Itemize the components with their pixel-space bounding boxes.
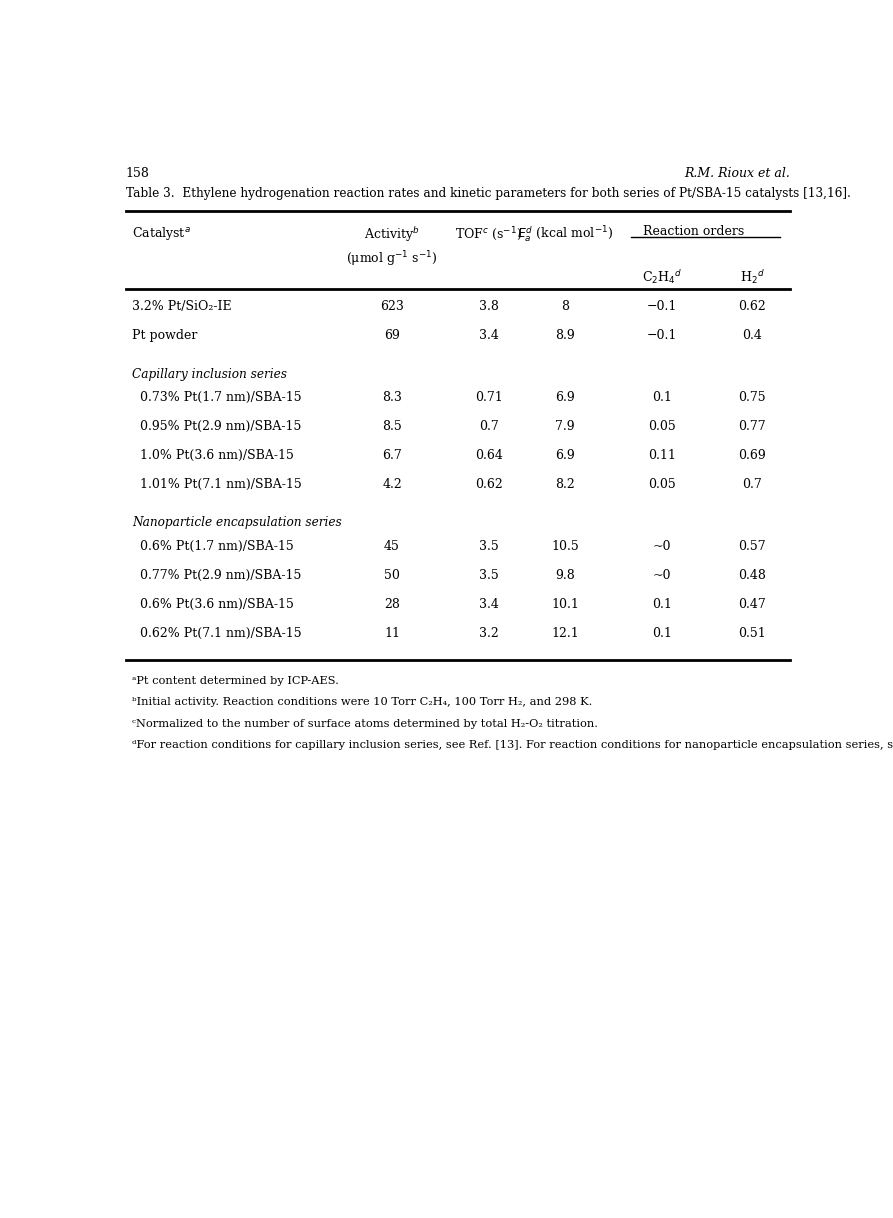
- Text: 0.6% Pt(1.7 nm)/SBA-15: 0.6% Pt(1.7 nm)/SBA-15: [132, 540, 294, 553]
- Text: TOF$^{c}$ (s$^{-1}$): TOF$^{c}$ (s$^{-1}$): [455, 225, 522, 242]
- Text: 6.9: 6.9: [555, 449, 575, 462]
- Text: 0.69: 0.69: [738, 449, 765, 462]
- Text: 8: 8: [561, 300, 569, 313]
- Text: 0.4: 0.4: [742, 329, 762, 342]
- Text: Reaction orders: Reaction orders: [642, 225, 744, 238]
- Text: 1.0% Pt(3.6 nm)/SBA-15: 1.0% Pt(3.6 nm)/SBA-15: [132, 449, 294, 462]
- Text: H$_2$$^{d}$: H$_2$$^{d}$: [739, 268, 764, 286]
- Text: 0.11: 0.11: [648, 449, 676, 462]
- Text: 7.9: 7.9: [555, 420, 575, 432]
- Text: 28: 28: [384, 598, 400, 611]
- Text: 8.5: 8.5: [382, 420, 402, 432]
- Text: 0.48: 0.48: [738, 569, 765, 582]
- Text: 3.2% Pt/SiO₂-IE: 3.2% Pt/SiO₂-IE: [132, 300, 232, 313]
- Text: ᵇInitial activity. Reaction conditions were 10 Torr C₂H₄, 100 Torr H₂, and 298 K: ᵇInitial activity. Reaction conditions w…: [132, 697, 593, 708]
- Text: 10.5: 10.5: [551, 540, 579, 553]
- Text: 0.1: 0.1: [652, 598, 672, 611]
- Text: 0.47: 0.47: [738, 598, 765, 611]
- Text: 1.01% Pt(7.1 nm)/SBA-15: 1.01% Pt(7.1 nm)/SBA-15: [132, 477, 302, 491]
- Text: 10.1: 10.1: [551, 598, 579, 611]
- Text: 45: 45: [384, 540, 400, 553]
- Text: 623: 623: [380, 300, 404, 313]
- Text: 0.64: 0.64: [475, 449, 503, 462]
- Text: 0.77: 0.77: [738, 420, 765, 432]
- Text: 4.2: 4.2: [382, 477, 402, 491]
- Text: 0.05: 0.05: [648, 477, 676, 491]
- Text: ᶜNormalized to the number of surface atoms determined by total H₂-O₂ titration.: ᶜNormalized to the number of surface ato…: [132, 719, 598, 728]
- Text: 0.7: 0.7: [742, 477, 762, 491]
- Text: 0.62: 0.62: [738, 300, 765, 313]
- Text: 0.73% Pt(1.7 nm)/SBA-15: 0.73% Pt(1.7 nm)/SBA-15: [132, 391, 302, 403]
- Text: 0.62: 0.62: [475, 477, 503, 491]
- Text: Catalyst$^{a}$: Catalyst$^{a}$: [132, 225, 191, 242]
- Text: 0.77% Pt(2.9 nm)/SBA-15: 0.77% Pt(2.9 nm)/SBA-15: [132, 569, 302, 582]
- Text: ~0: ~0: [653, 540, 671, 553]
- Text: 50: 50: [384, 569, 400, 582]
- Text: −0.1: −0.1: [647, 329, 677, 342]
- Text: 8.2: 8.2: [555, 477, 575, 491]
- Text: 3.5: 3.5: [479, 540, 498, 553]
- Text: 0.1: 0.1: [652, 627, 672, 639]
- Text: Pt powder: Pt powder: [132, 329, 197, 342]
- Text: 0.57: 0.57: [738, 540, 765, 553]
- Text: (μmol g$^{-1}$ s$^{-1}$): (μmol g$^{-1}$ s$^{-1}$): [346, 250, 438, 269]
- Text: 0.95% Pt(2.9 nm)/SBA-15: 0.95% Pt(2.9 nm)/SBA-15: [132, 420, 302, 432]
- Text: 6.9: 6.9: [555, 391, 575, 403]
- Text: Nanoparticle encapsulation series: Nanoparticle encapsulation series: [132, 516, 342, 530]
- Text: 8.9: 8.9: [555, 329, 575, 342]
- Text: 3.2: 3.2: [479, 627, 498, 639]
- Text: ᵈFor reaction conditions for capillary inclusion series, see Ref. [13]. For reac: ᵈFor reaction conditions for capillary i…: [132, 741, 893, 750]
- Text: 69: 69: [384, 329, 400, 342]
- Text: ~0: ~0: [653, 569, 671, 582]
- Text: Capillary inclusion series: Capillary inclusion series: [132, 368, 288, 380]
- Text: 0.75: 0.75: [738, 391, 765, 403]
- Text: Table 3.  Ethylene hydrogenation reaction rates and kinetic parameters for both : Table 3. Ethylene hydrogenation reaction…: [125, 186, 850, 200]
- Text: 3.8: 3.8: [479, 300, 498, 313]
- Text: 0.6% Pt(3.6 nm)/SBA-15: 0.6% Pt(3.6 nm)/SBA-15: [132, 598, 294, 611]
- Text: −0.1: −0.1: [647, 300, 677, 313]
- Text: R.M. Rioux et al.: R.M. Rioux et al.: [684, 167, 789, 180]
- Text: $E_{a}^{d}$ (kcal mol$^{-1}$): $E_{a}^{d}$ (kcal mol$^{-1}$): [517, 225, 613, 245]
- Text: ᵃPt content determined by ICP-AES.: ᵃPt content determined by ICP-AES.: [132, 676, 339, 686]
- Text: 9.8: 9.8: [555, 569, 575, 582]
- Text: 0.1: 0.1: [652, 391, 672, 403]
- Text: Activity$^{b}$: Activity$^{b}$: [364, 225, 420, 244]
- Text: 12.1: 12.1: [551, 627, 579, 639]
- Text: 3.4: 3.4: [479, 329, 498, 342]
- Text: 0.71: 0.71: [475, 391, 503, 403]
- Text: 3.5: 3.5: [479, 569, 498, 582]
- Text: 8.3: 8.3: [382, 391, 402, 403]
- Text: 158: 158: [125, 167, 149, 180]
- Text: 11: 11: [384, 627, 400, 639]
- Text: C$_2$H$_4$$^{d}$: C$_2$H$_4$$^{d}$: [642, 268, 682, 286]
- Text: 0.7: 0.7: [479, 420, 498, 432]
- Text: 0.51: 0.51: [738, 627, 765, 639]
- Text: 0.62% Pt(7.1 nm)/SBA-15: 0.62% Pt(7.1 nm)/SBA-15: [132, 627, 302, 639]
- Text: 6.7: 6.7: [382, 449, 402, 462]
- Text: 0.05: 0.05: [648, 420, 676, 432]
- Text: 3.4: 3.4: [479, 598, 498, 611]
